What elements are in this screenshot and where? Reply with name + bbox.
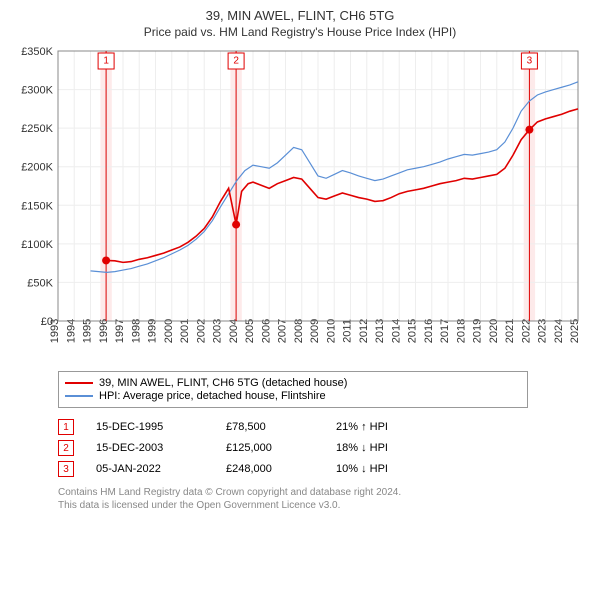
event-hpi-delta: 10% ↓ HPI bbox=[336, 463, 446, 475]
svg-text:£350K: £350K bbox=[21, 46, 53, 58]
svg-text:2011: 2011 bbox=[342, 319, 354, 343]
svg-text:2020: 2020 bbox=[488, 319, 500, 343]
svg-text:2024: 2024 bbox=[553, 319, 565, 343]
svg-text:£150K: £150K bbox=[21, 200, 53, 212]
svg-text:2013: 2013 bbox=[374, 319, 386, 343]
svg-text:£200K: £200K bbox=[21, 162, 53, 174]
svg-text:2006: 2006 bbox=[260, 319, 272, 343]
svg-text:2025: 2025 bbox=[569, 319, 581, 343]
svg-text:2023: 2023 bbox=[537, 319, 549, 343]
attribution-line: Contains HM Land Registry data © Crown c… bbox=[58, 486, 590, 499]
event-date: 05-JAN-2022 bbox=[96, 463, 226, 475]
chart-area: £0£50K£100K£150K£200K£250K£300K£350K1993… bbox=[10, 45, 590, 365]
svg-text:1993: 1993 bbox=[49, 319, 61, 343]
svg-text:£250K: £250K bbox=[21, 123, 53, 135]
svg-text:£50K: £50K bbox=[27, 277, 53, 289]
legend-swatch-property bbox=[65, 382, 93, 384]
event-hpi-delta: 21% ↑ HPI bbox=[336, 421, 446, 433]
event-date: 15-DEC-2003 bbox=[96, 442, 226, 454]
price-chart: £0£50K£100K£150K£200K£250K£300K£350K1993… bbox=[10, 45, 590, 365]
svg-text:2007: 2007 bbox=[277, 319, 289, 343]
svg-text:2003: 2003 bbox=[212, 319, 224, 343]
svg-text:2002: 2002 bbox=[195, 319, 207, 343]
svg-text:2: 2 bbox=[233, 56, 239, 67]
legend: 39, MIN AWEL, FLINT, CH6 5TG (detached h… bbox=[58, 371, 528, 408]
event-number-badge: 3 bbox=[58, 461, 74, 477]
svg-text:1999: 1999 bbox=[147, 319, 159, 343]
svg-text:2016: 2016 bbox=[423, 319, 435, 343]
svg-text:2009: 2009 bbox=[309, 319, 321, 343]
attribution-line: This data is licensed under the Open Gov… bbox=[58, 499, 590, 512]
svg-text:1: 1 bbox=[103, 56, 109, 67]
svg-text:2012: 2012 bbox=[358, 319, 370, 343]
chart-subtitle: Price paid vs. HM Land Registry's House … bbox=[10, 25, 590, 39]
event-hpi-delta: 18% ↓ HPI bbox=[336, 442, 446, 454]
svg-text:£300K: £300K bbox=[21, 85, 53, 97]
legend-item-hpi: HPI: Average price, detached house, Flin… bbox=[65, 390, 521, 402]
svg-text:2010: 2010 bbox=[325, 319, 337, 343]
legend-label-hpi: HPI: Average price, detached house, Flin… bbox=[99, 390, 326, 402]
svg-text:£100K: £100K bbox=[21, 239, 53, 251]
svg-text:2014: 2014 bbox=[390, 319, 402, 343]
event-row: 3 05-JAN-2022 £248,000 10% ↓ HPI bbox=[58, 461, 590, 477]
svg-text:1998: 1998 bbox=[130, 319, 142, 343]
legend-label-property: 39, MIN AWEL, FLINT, CH6 5TG (detached h… bbox=[99, 377, 347, 389]
svg-text:1994: 1994 bbox=[65, 319, 77, 343]
event-price: £125,000 bbox=[226, 442, 336, 454]
svg-text:2004: 2004 bbox=[228, 319, 240, 343]
event-row: 2 15-DEC-2003 £125,000 18% ↓ HPI bbox=[58, 440, 590, 456]
svg-text:2000: 2000 bbox=[163, 319, 175, 343]
svg-text:2022: 2022 bbox=[520, 319, 532, 343]
svg-text:3: 3 bbox=[527, 56, 533, 67]
event-price: £78,500 bbox=[226, 421, 336, 433]
attribution: Contains HM Land Registry data © Crown c… bbox=[58, 486, 590, 512]
svg-text:2019: 2019 bbox=[472, 319, 484, 343]
svg-text:2017: 2017 bbox=[439, 319, 451, 343]
svg-text:2018: 2018 bbox=[455, 319, 467, 343]
svg-text:2021: 2021 bbox=[504, 319, 516, 343]
svg-text:2008: 2008 bbox=[293, 319, 305, 343]
legend-item-property: 39, MIN AWEL, FLINT, CH6 5TG (detached h… bbox=[65, 377, 521, 389]
page-container: 39, MIN AWEL, FLINT, CH6 5TG Price paid … bbox=[0, 0, 600, 590]
event-number-badge: 1 bbox=[58, 419, 74, 435]
chart-title: 39, MIN AWEL, FLINT, CH6 5TG bbox=[10, 8, 590, 23]
event-row: 1 15-DEC-1995 £78,500 21% ↑ HPI bbox=[58, 419, 590, 435]
event-price: £248,000 bbox=[226, 463, 336, 475]
event-list: 1 15-DEC-1995 £78,500 21% ↑ HPI 2 15-DEC… bbox=[58, 414, 590, 482]
svg-text:1997: 1997 bbox=[114, 319, 126, 343]
svg-text:2015: 2015 bbox=[407, 319, 419, 343]
event-date: 15-DEC-1995 bbox=[96, 421, 226, 433]
svg-text:2005: 2005 bbox=[244, 319, 256, 343]
legend-swatch-hpi bbox=[65, 395, 93, 397]
svg-text:1995: 1995 bbox=[82, 319, 94, 343]
event-number-badge: 2 bbox=[58, 440, 74, 456]
svg-text:2001: 2001 bbox=[179, 319, 191, 343]
svg-text:1996: 1996 bbox=[98, 319, 110, 343]
